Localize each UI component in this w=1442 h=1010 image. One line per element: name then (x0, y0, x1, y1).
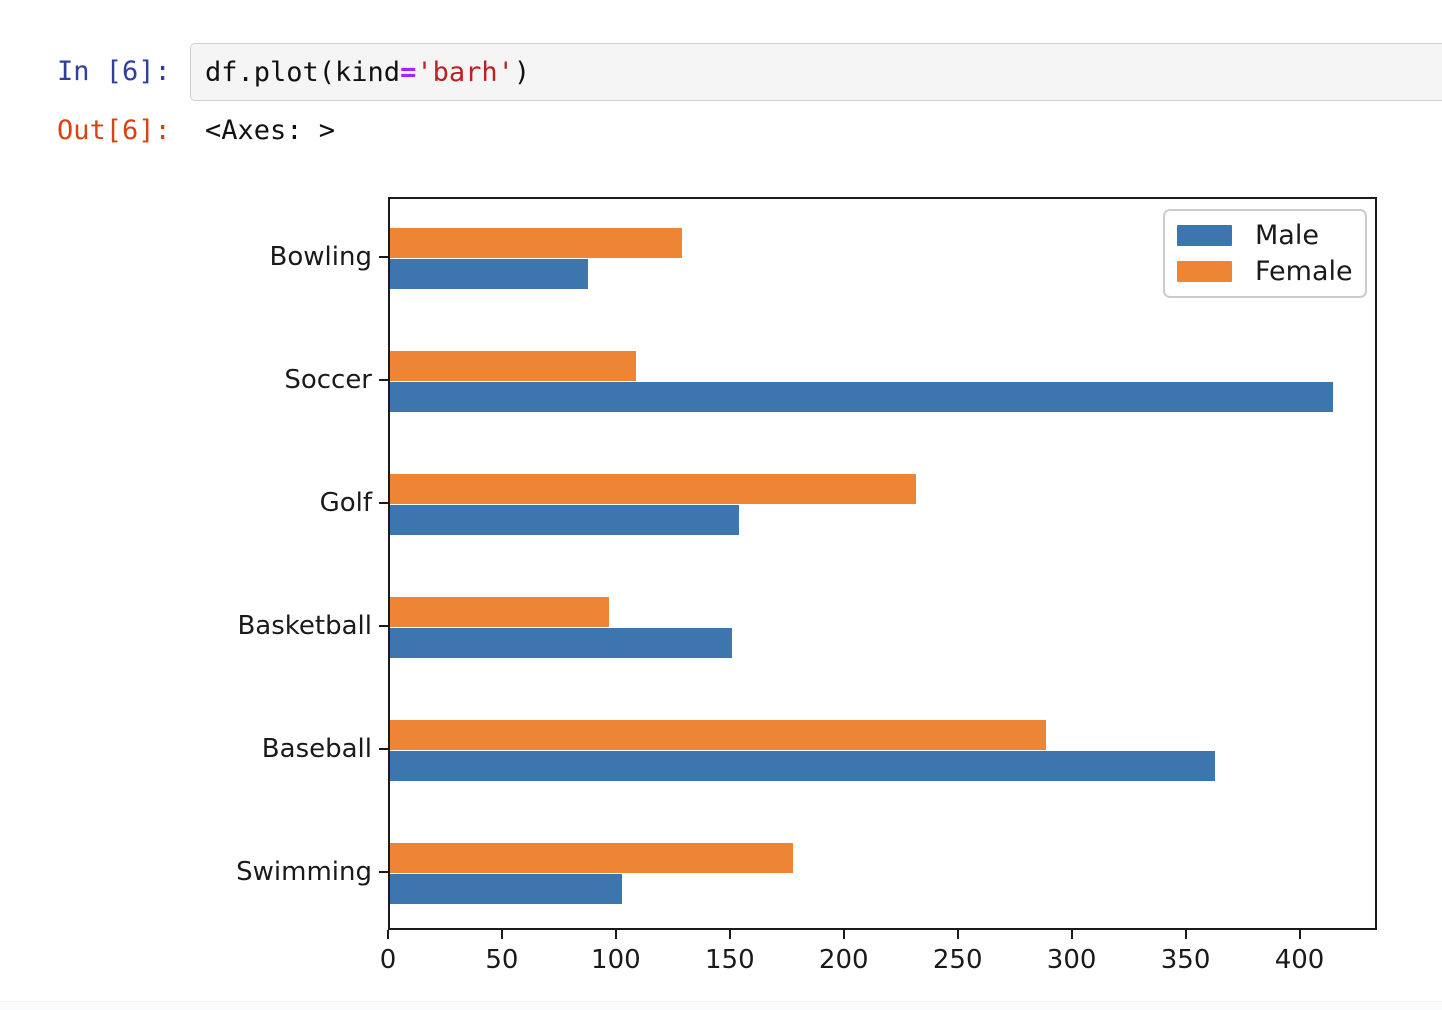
y-tick-mark (379, 870, 388, 873)
x-tick-mark (1070, 930, 1073, 939)
bar-female-golf (390, 474, 917, 504)
x-tick-mark (956, 930, 959, 939)
y-tick-mark (379, 501, 388, 504)
y-axis-category-label: Bowling (269, 241, 372, 272)
bar-male-bowling (390, 259, 589, 289)
bar-female-swimming (390, 843, 794, 873)
code-token-plain: ) (513, 56, 531, 88)
x-tick-label: 100 (591, 945, 641, 975)
output-repr-text: <Axes: > (205, 115, 336, 146)
barh-chart-figure: Bowling Soccer Golf Basketball Baseball Swimm… (0, 160, 1442, 1000)
bar-male-baseball (390, 751, 1215, 781)
x-tick-label: 400 (1274, 945, 1325, 975)
legend-swatch-male (1177, 225, 1232, 246)
code-token-string: 'barh' (416, 56, 514, 88)
y-axis-category-label: Soccer (284, 364, 372, 395)
y-tick-mark (379, 747, 388, 750)
bar-female-basketball (390, 597, 609, 627)
bar-male-basketball (390, 628, 732, 658)
x-tick-label: 300 (1046, 945, 1097, 975)
x-tick-label: 350 (1160, 945, 1211, 975)
next-cell-divider (0, 1001, 1442, 1010)
code-token-operator: = (400, 56, 417, 88)
x-tick-mark (1184, 930, 1187, 939)
x-tick-label: 150 (704, 945, 755, 975)
bar-female-baseball (390, 720, 1047, 750)
y-tick-mark (379, 255, 388, 258)
bar-male-swimming (390, 874, 623, 904)
code-token-plain: df.plot(kind (205, 56, 401, 88)
code-cell-editor[interactable]: df.plot(kind='barh') (190, 43, 1442, 101)
legend-item-male: Male (1165, 222, 1365, 249)
code-line[interactable]: df.plot(kind='barh') (191, 57, 530, 88)
legend-label-female: Female (1255, 256, 1353, 287)
bar-female-bowling (390, 228, 682, 258)
y-axis-category-label: Golf (319, 487, 372, 518)
bar-male-soccer (390, 382, 1334, 412)
x-tick-label: 250 (932, 945, 983, 975)
y-axis-category-label: Swimming (236, 856, 372, 887)
y-axis-category-label: Baseball (261, 733, 372, 764)
x-tick-mark (614, 930, 617, 939)
legend-item-female: Female (1165, 258, 1365, 285)
x-tick-mark (728, 930, 731, 939)
chart-legend: Male Female (1163, 209, 1367, 298)
x-tick-label: 50 (485, 945, 519, 975)
y-tick-mark (379, 378, 388, 381)
output-prompt: Out[6]: (57, 115, 171, 146)
x-tick-mark (500, 930, 503, 939)
bar-male-golf (390, 505, 739, 535)
y-axis-category-label: Basketball (237, 610, 372, 641)
x-tick-mark (387, 930, 389, 939)
legend-label-male: Male (1255, 220, 1319, 251)
legend-swatch-female (1177, 261, 1232, 282)
x-tick-mark (842, 930, 845, 939)
x-tick-mark (1298, 930, 1301, 939)
x-tick-label: 0 (379, 945, 397, 975)
bar-female-soccer (390, 351, 637, 381)
y-tick-mark (379, 624, 388, 627)
plot-axes-frame (388, 197, 1377, 930)
x-tick-label: 200 (818, 945, 869, 975)
input-prompt: In [6]: (57, 56, 171, 87)
